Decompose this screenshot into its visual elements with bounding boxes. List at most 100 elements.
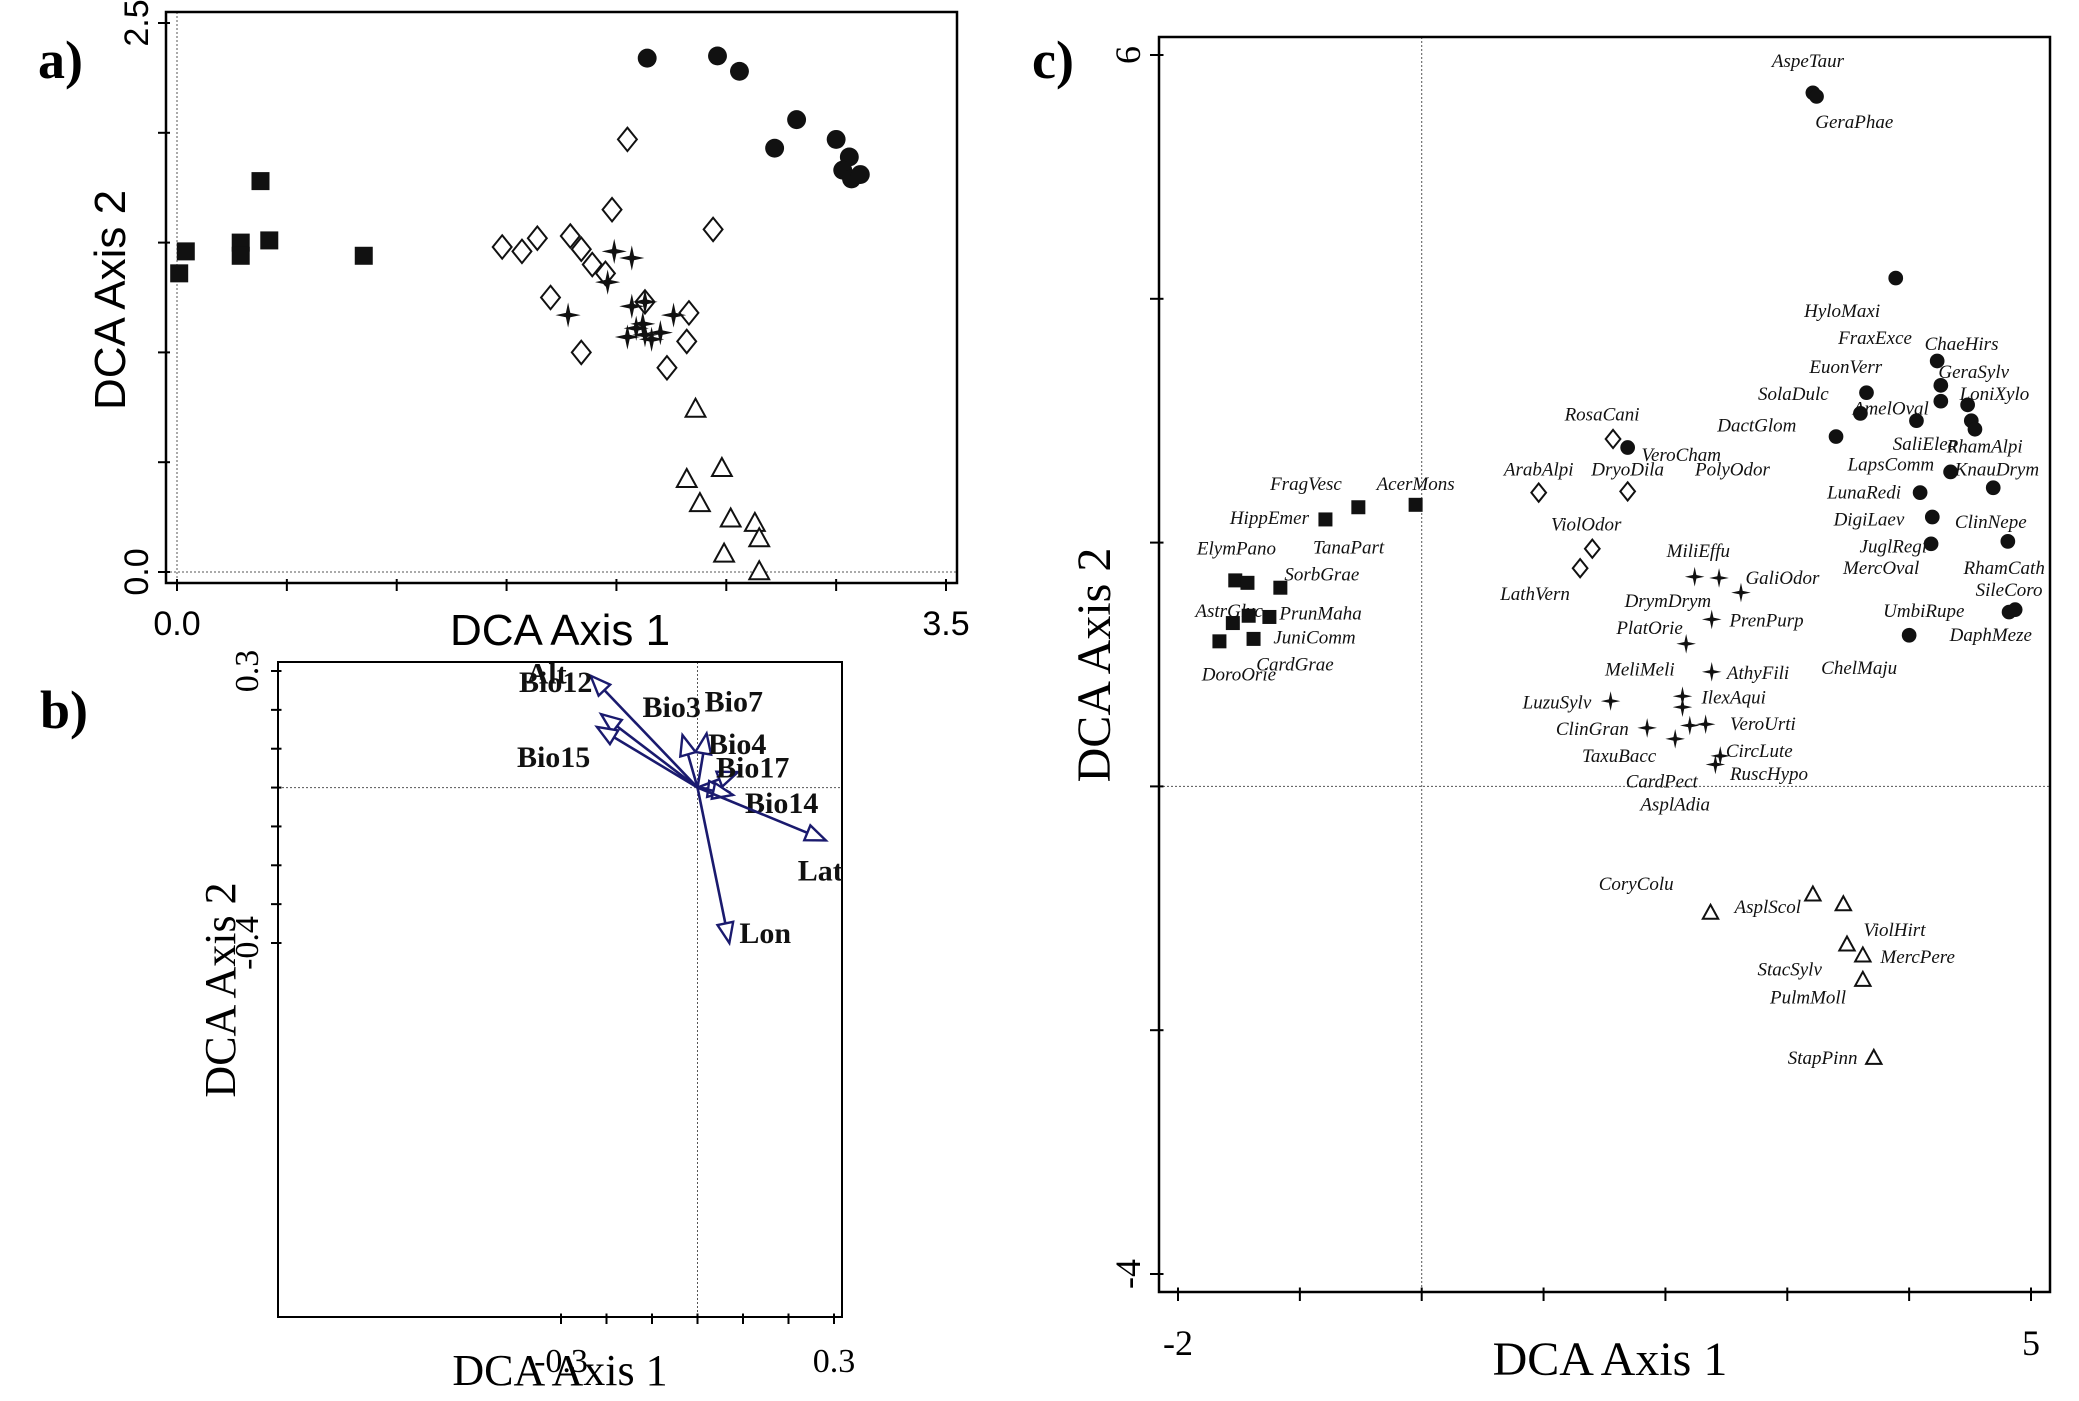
vector-label: Alt (527, 658, 567, 691)
data-point (1351, 500, 1366, 515)
x-tick-label: 3.5 (922, 605, 969, 643)
vector-label: Bio7 (705, 686, 763, 719)
species-label: ViolOdor (1551, 514, 1622, 535)
series-group-circles (637, 46, 870, 189)
species-label: DryoDila (1590, 459, 1664, 480)
species-label: GeraSylv (1938, 362, 2009, 383)
data-point (1530, 481, 1548, 504)
species-label: SorbGrae (1284, 564, 1359, 585)
data-point (619, 293, 645, 319)
data-point (1228, 573, 1243, 588)
vector-label: Bio3 (642, 691, 700, 724)
series-group-stars: MiliEffu GaliOdor DrymDrym PrenPurp PlatOrie… (1522, 541, 1820, 816)
data-point (1705, 754, 1726, 775)
species-label: KnauDrym (1954, 459, 2039, 480)
data-point (616, 126, 639, 153)
data-point (1619, 480, 1637, 503)
species-label: AsplScol (1733, 897, 1802, 918)
data-point (675, 466, 699, 488)
vector-bio7: Bio7 (693, 686, 763, 788)
data-point (708, 46, 727, 66)
vector-line (697, 786, 827, 842)
data-point (170, 264, 189, 283)
species-label: AthyFili (1725, 663, 1789, 684)
arrowhead-icon (588, 673, 613, 698)
data-point (1912, 485, 1928, 500)
species-label: AspeTaur (1770, 51, 1845, 72)
data-point (231, 246, 250, 265)
species-label: MercOval (1842, 558, 1919, 579)
y-axis-title: DCA Axis 2 (196, 882, 245, 1097)
data-point (1864, 1047, 1884, 1065)
species-label: UmbiRupe (1883, 601, 1964, 622)
y-axis-title: DCA Axis 2 (86, 190, 135, 410)
data-point (1853, 406, 1868, 421)
vector-label: Bio12 (519, 666, 592, 699)
data-point (1680, 715, 1700, 736)
species-label: AsplAdia (1638, 795, 1710, 816)
data-point (570, 339, 593, 366)
species-label: VeroUrti (1730, 714, 1796, 735)
y-tick-label: -4 (1108, 1259, 1148, 1289)
data-point (637, 48, 657, 68)
x-axis-title: DCA Axis 1 (450, 606, 670, 655)
data-point (1604, 428, 1622, 450)
species-label: LathVern (1499, 584, 1570, 605)
data-point (614, 324, 641, 350)
data-point (632, 322, 658, 348)
species-label: CardPect (1626, 772, 1699, 793)
species-label: PulmMoll (1769, 987, 1846, 1008)
species-label: EuonVerr (1808, 357, 1882, 378)
data-point (555, 302, 581, 328)
data-point (1672, 697, 1693, 717)
vector-alt: Alt (527, 658, 699, 789)
y-tick-label: 2.5 (118, 0, 156, 47)
data-point (719, 506, 743, 528)
species-label: MiliEffu (1666, 541, 1730, 562)
data-point (1620, 440, 1636, 455)
data-point (1809, 89, 1824, 104)
x-axis-title: DCA Axis 1 (1493, 1333, 1728, 1386)
vector-lat: Lat (697, 786, 843, 887)
panel-label-b: b) (40, 680, 88, 740)
data-point (1909, 413, 1924, 429)
species-label: VeroCham (1642, 445, 1722, 466)
species-label: RhamAlpi (1946, 436, 2023, 457)
data-point (1212, 634, 1227, 649)
data-point (1665, 729, 1685, 749)
species-label: AmelOval (1851, 399, 1929, 420)
species-label: ChelMaju (1821, 658, 1897, 679)
species-label: LapsComm (1847, 455, 1935, 476)
data-point (2000, 534, 2016, 549)
data-point (743, 510, 767, 532)
data-point (1967, 421, 1983, 437)
series-group-triangles: CoryColu AsplScol ViolHirt StacSylv MercPere… (1599, 874, 1955, 1069)
x-tick-label: -2 (1163, 1323, 1193, 1363)
arrowhead-icon (802, 823, 829, 842)
data-point (676, 328, 698, 355)
species-label: DrymDrym (1624, 591, 1712, 612)
data-point (1637, 718, 1657, 738)
data-point (539, 284, 562, 311)
data-point (1672, 686, 1693, 706)
vector-lon: Lon (696, 787, 791, 950)
x-tick-label: 5 (2022, 1323, 2040, 1363)
species-label: CircLute (1726, 741, 1793, 762)
data-point (702, 216, 724, 243)
data-point (1853, 969, 1873, 987)
data-point (647, 320, 673, 346)
data-point (260, 231, 279, 250)
data-point (1888, 270, 1904, 286)
data-point (747, 559, 771, 581)
vector-line (589, 674, 699, 789)
x-tick-label: 0.3 (813, 1343, 856, 1380)
data-point (632, 289, 658, 315)
panel-c-species-scatter: -2 5 -4 6 DCA Axis 1 DCA Axis 2 AcerMons FragVe… (1068, 35, 2052, 1386)
species-label: RosaCani (1564, 405, 1640, 426)
species-label: ChaeHirs (1925, 334, 1999, 355)
species-label: StacSylv (1758, 959, 1823, 980)
series-group-diamonds (491, 126, 724, 382)
species-label: DaphMeze (1949, 625, 2032, 646)
vector-label: Bio17 (716, 751, 789, 784)
